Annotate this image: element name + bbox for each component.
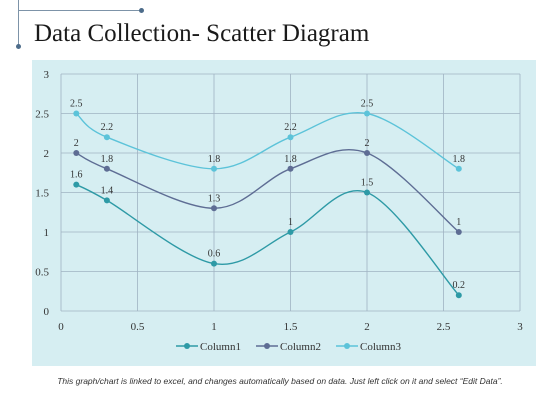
data-point bbox=[455, 292, 462, 299]
x-tick-label: 1 bbox=[211, 321, 217, 333]
x-tick-label: 2.5 bbox=[437, 321, 451, 333]
series-column3: 2.5 2.2 1.8 2.2 2.5 1.8 bbox=[70, 99, 465, 172]
legend-item: Column1 bbox=[176, 341, 241, 353]
data-label: 2 bbox=[365, 138, 370, 149]
x-tick-label: 2 bbox=[364, 321, 370, 333]
data-point bbox=[287, 229, 294, 235]
data-label: 0.6 bbox=[208, 249, 221, 260]
decorative-line-horizontal bbox=[18, 10, 142, 11]
data-label: 2.2 bbox=[101, 122, 114, 133]
x-tick-label: 1.5 bbox=[284, 321, 298, 333]
legend-item: Column2 bbox=[256, 341, 321, 353]
decorative-line-vertical bbox=[18, 0, 19, 46]
data-point bbox=[73, 150, 80, 156]
x-tick-label: 0 bbox=[58, 321, 64, 333]
series-layer: 1.6 1.4 0.6 1 1.5 0.2 2 1.8 1.3 1.8 2 1 2.5 2.2 1.8 2.2… bbox=[70, 99, 465, 299]
data-label: 1.3 bbox=[208, 193, 221, 204]
legend: Column1 Column2 Column3 bbox=[176, 341, 401, 353]
x-tick-label: 3 bbox=[517, 321, 523, 333]
scatter-chart: 0 0.5 1 1.5 2 2.5 3 0 0.5 1 1.5 2 2.5 3 1.6 1.4 0.6 1 1.5… bbox=[32, 60, 536, 366]
data-point bbox=[364, 110, 370, 117]
data-point bbox=[73, 181, 80, 188]
footnote-text: This graph/chart is linked to excel, and… bbox=[57, 376, 503, 386]
axis-labels: 0 0.5 1 1.5 2 2.5 3 0 0.5 1 1.5 2 2.5 3 bbox=[35, 69, 523, 333]
legend-label: Column1 bbox=[200, 341, 241, 353]
data-point bbox=[211, 165, 217, 172]
chart-background bbox=[32, 60, 536, 366]
data-label: 1.4 bbox=[101, 185, 114, 196]
y-tick-label: 1 bbox=[44, 227, 50, 239]
data-label: 2.5 bbox=[361, 99, 374, 110]
series-column2: 2 1.8 1.3 1.8 2 1 bbox=[73, 138, 462, 235]
y-tick-label: 1.5 bbox=[35, 188, 49, 200]
data-point bbox=[455, 165, 462, 172]
legend-label: Column3 bbox=[360, 341, 401, 353]
page-title: Data Collection- Scatter Diagram bbox=[34, 20, 370, 47]
data-label: 1.5 bbox=[361, 178, 374, 189]
data-label: 2 bbox=[74, 138, 79, 149]
data-point bbox=[287, 134, 294, 141]
legend-marker bbox=[344, 343, 350, 349]
data-label: 1.6 bbox=[70, 170, 83, 181]
data-label: 1 bbox=[456, 217, 461, 228]
legend-marker bbox=[264, 343, 270, 349]
chart-container: 0 0.5 1 1.5 2 2.5 3 0 0.5 1 1.5 2 2.5 3 1.6 1.4 0.6 1 1.5… bbox=[32, 60, 536, 366]
x-tick-label: 0.5 bbox=[131, 321, 145, 333]
data-point bbox=[103, 197, 110, 204]
legend-marker bbox=[184, 343, 190, 349]
data-label: 1.8 bbox=[101, 154, 114, 165]
series-column1: 1.6 1.4 0.6 1 1.5 0.2 bbox=[70, 170, 465, 299]
legend-item: Column3 bbox=[336, 341, 401, 353]
data-label: 1.8 bbox=[284, 154, 297, 165]
decorative-dot-bottom bbox=[16, 44, 21, 49]
data-point bbox=[455, 229, 462, 235]
y-tick-label: 0.5 bbox=[35, 267, 49, 279]
data-point bbox=[211, 205, 217, 212]
data-point bbox=[364, 150, 370, 156]
y-tick-label: 2 bbox=[44, 148, 50, 160]
data-label: 1 bbox=[288, 217, 293, 228]
data-label: 1.8 bbox=[208, 154, 221, 165]
data-label: 1.8 bbox=[453, 154, 466, 165]
data-label: 2.5 bbox=[70, 99, 83, 110]
y-tick-label: 3 bbox=[44, 69, 50, 81]
data-label: 0.2 bbox=[453, 280, 466, 291]
data-point bbox=[364, 189, 370, 196]
data-point bbox=[103, 134, 110, 141]
legend-label: Column2 bbox=[280, 341, 321, 353]
y-tick-label: 0 bbox=[44, 306, 50, 318]
data-point bbox=[287, 165, 294, 172]
data-point bbox=[211, 260, 217, 267]
data-point bbox=[103, 165, 110, 172]
data-point bbox=[73, 110, 80, 117]
y-tick-label: 2.5 bbox=[35, 109, 49, 121]
decorative-dot-right bbox=[139, 8, 144, 13]
data-label: 2.2 bbox=[284, 122, 297, 133]
